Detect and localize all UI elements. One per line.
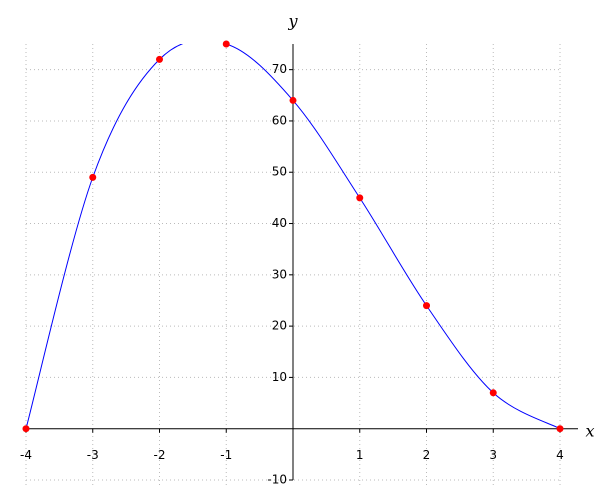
y-axis-label: y [287, 12, 298, 31]
x-tick-label: -2 [154, 448, 166, 462]
y-tick-label: 50 [272, 165, 287, 179]
y-tick-label: 40 [272, 216, 287, 230]
point [423, 302, 430, 310]
point [356, 194, 364, 202]
point [22, 425, 30, 433]
y-tick-label: 20 [272, 319, 287, 333]
x-tick-label: -4 [20, 448, 32, 462]
y-tick-label: 10 [272, 370, 287, 384]
x-tick-label: -3 [87, 448, 99, 462]
point [556, 425, 564, 433]
x-axis-label: x [585, 422, 594, 441]
y-tick-label: -10 [267, 473, 287, 487]
x-tick-label: 3 [489, 448, 497, 462]
point [489, 389, 497, 397]
point [89, 173, 97, 181]
y-tick-label: 60 [272, 113, 287, 127]
y-tick-label: 30 [272, 267, 287, 281]
x-tick-label: 4 [556, 448, 564, 462]
point [289, 96, 297, 104]
x-tick-label: -1 [220, 448, 232, 462]
x-tick-label: 1 [356, 448, 364, 462]
point [222, 40, 230, 48]
y-tick-label: 70 [272, 62, 287, 76]
x-tick-label: 2 [423, 448, 431, 462]
point [156, 55, 163, 63]
